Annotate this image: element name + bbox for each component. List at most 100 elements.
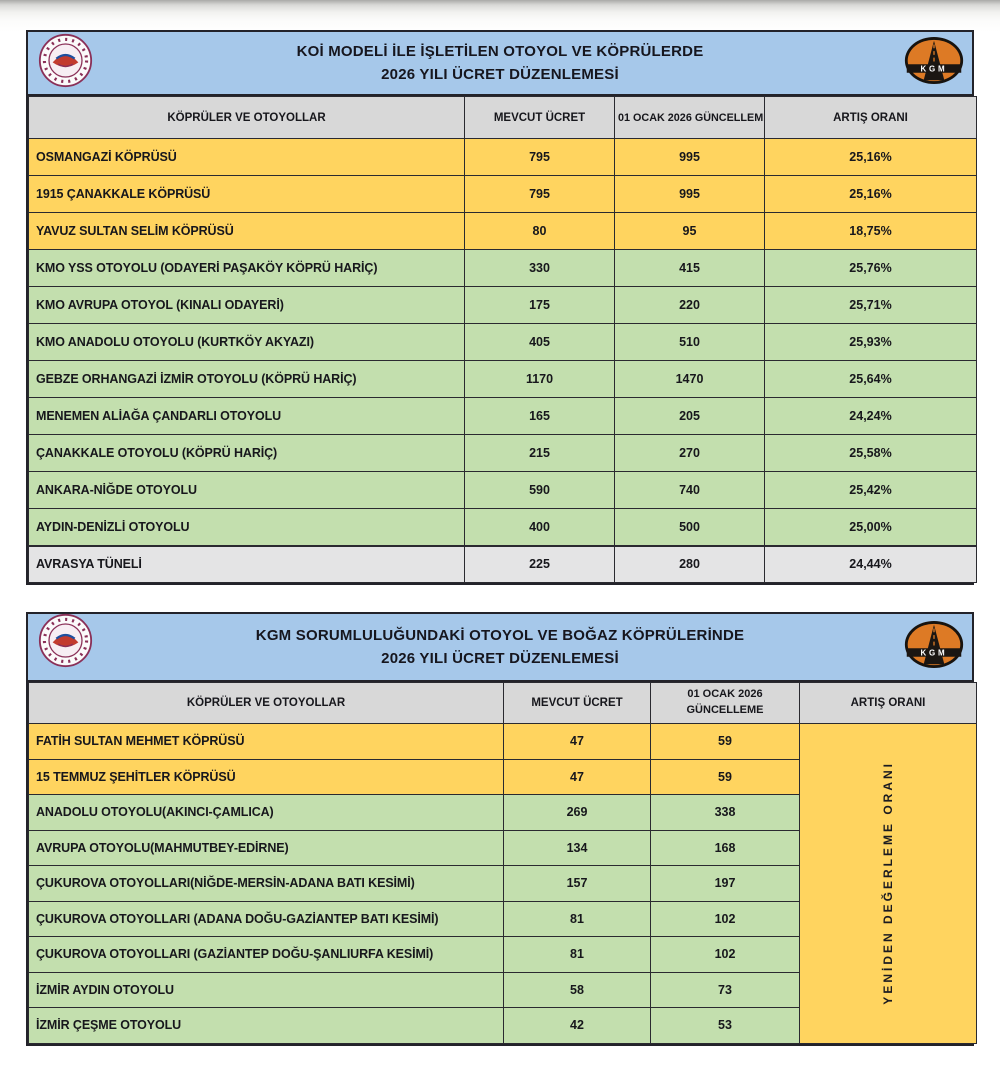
table-row: ÇUKUROVA OTOYOLLARI (GAZİANTEP DOĞU-ŞANL…	[28, 936, 977, 973]
table-row: GEBZE ORHANGAZİ İZMİR OTOYOLU (KÖPRÜ HAR…	[28, 360, 977, 398]
toll-road-name-cell: İZMİR AYDIN OTOYOLU	[28, 971, 504, 1008]
toll-road-name-cell: ÇUKUROVA OTOYOLLARI(NİĞDE-MERSİN-ADANA B…	[28, 865, 504, 902]
updated-fee-cell: 280	[614, 544, 765, 583]
table-row: İZMİR AYDIN OTOYOLU 58 73	[28, 971, 977, 1008]
table1-body: OSMANGAZİ KÖPRÜSÜ 795 995 25,16% 1915 ÇANAKK…	[28, 138, 977, 583]
updated-fee-cell: 205	[614, 397, 765, 435]
table-row: KMO YSS OTOYOLU (ODAYERİ PAŞAKÖY KÖPRÜ H…	[28, 249, 977, 287]
table1-title-line2: 2026 YILI ÜCRET DÜZENLEMESİ	[381, 66, 619, 83]
increase-rate-cell: 24,24%	[764, 397, 977, 435]
col-header-increase-rate: ARTIŞ ORANI	[764, 96, 977, 139]
col-header-roads: KÖPRÜLER VE OTOYOLLAR	[28, 96, 465, 139]
table-row: AVRASYA TÜNELİ 225 280 24,44%	[28, 544, 977, 583]
updated-fee-cell: 740	[614, 471, 765, 509]
col-header-roads: KÖPRÜLER VE OTOYOLLAR	[28, 682, 504, 724]
current-fee-cell: 134	[503, 829, 651, 866]
table-row: ANKARA-NİĞDE OTOYOLU 590 740 25,42%	[28, 471, 977, 509]
ministry-logo	[38, 33, 93, 93]
table2-title-band: KGM SORUMLULUĞUNDAKİ OTOYOL VE BOĞAZ KÖP…	[28, 613, 972, 682]
toll-road-name-cell: YAVUZ SULTAN SELİM KÖPRÜSÜ	[28, 212, 465, 250]
current-fee-cell: 269	[503, 794, 651, 831]
updated-fee-cell: 415	[614, 249, 765, 287]
updated-fee-cell: 95	[614, 212, 765, 250]
current-fee-cell: 157	[503, 865, 651, 902]
increase-rate-cell: 25,58%	[764, 434, 977, 472]
current-fee-cell: 42	[503, 1007, 651, 1044]
current-fee-cell: 175	[464, 286, 615, 324]
table-row: YAVUZ SULTAN SELİM KÖPRÜSÜ 80 95 18,75%	[28, 212, 977, 250]
toll-road-name-cell: MENEMEN ALİAĞA ÇANDARLI OTOYOLU	[28, 397, 465, 435]
updated-fee-cell: 102	[650, 936, 800, 973]
col-header-current-fee: MEVCUT ÜCRET	[464, 96, 615, 139]
updated-fee-cell: 338	[650, 794, 800, 831]
table2-body: FATİH SULTAN MEHMET KÖPRÜSÜ 47 59 YENİDEN D…	[28, 723, 977, 1044]
toll-road-name-cell: 15 TEMMUZ ŞEHİTLER KÖPRÜSÜ	[28, 758, 504, 795]
updated-fee-cell: 59	[650, 723, 800, 760]
increase-rate-cell: 25,16%	[764, 138, 977, 176]
current-fee-cell: 1170	[464, 360, 615, 398]
current-fee-cell: 225	[464, 544, 615, 583]
current-fee-cell: 795	[464, 175, 615, 213]
toll-road-name-cell: ANKARA-NİĞDE OTOYOLU	[28, 471, 465, 509]
table2-title: KGM SORUMLULUĞUNDAKİ OTOYOL VE BOĞAZ KÖP…	[256, 624, 744, 671]
col-header-current-fee: MEVCUT ÜCRET	[503, 682, 651, 724]
increase-rate-cell: 25,64%	[764, 360, 977, 398]
table-row: FATİH SULTAN MEHMET KÖPRÜSÜ 47 59 YENİDEN D…	[28, 723, 977, 1044]
ministry-logo	[38, 613, 93, 673]
table-row: OSMANGAZİ KÖPRÜSÜ 795 995 25,16%	[28, 138, 977, 176]
updated-fee-cell: 168	[650, 829, 800, 866]
table-row: ÇUKUROVA OTOYOLLARI (ADANA DOĞU-GAZİANTE…	[28, 900, 977, 937]
koi-model-table: KÖPRÜLER VE OTOYOLLAR MEVCUT ÜCRET 01 OC…	[28, 96, 977, 583]
increase-rate-cell: 25,76%	[764, 249, 977, 287]
current-fee-cell: 590	[464, 471, 615, 509]
table-row: 15 TEMMUZ ŞEHİTLER KÖPRÜSÜ 47 59	[28, 758, 977, 795]
table-row: KMO ANADOLU OTOYOLU (KURTKÖY AKYAZI) 405 5…	[28, 323, 977, 361]
table1-header-row: KÖPRÜLER VE OTOYOLLAR MEVCUT ÜCRET 01 OC…	[28, 96, 977, 139]
toll-road-name-cell: 1915 ÇANAKKALE KÖPRÜSÜ	[28, 175, 465, 213]
current-fee-cell: 165	[464, 397, 615, 435]
increase-rate-cell: 25,93%	[764, 323, 977, 361]
current-fee-cell: 330	[464, 249, 615, 287]
col-header-update-2026: 01 OCAK 2026 GÜNCELLEME	[650, 682, 800, 724]
revaluation-rate-merged-cell: YENİDEN DEĞERLEME ORANI	[799, 723, 977, 1044]
table-row: MENEMEN ALİAĞA ÇANDARLI OTOYOLU 165 205 24,…	[28, 397, 977, 435]
table2-title-line2: 2026 YILI ÜCRET DÜZENLEMESİ	[381, 650, 619, 667]
table-row: AVRUPA OTOYOLU(MAHMUTBEY-EDİRNE) 134 168	[28, 829, 977, 866]
increase-rate-cell: 25,71%	[764, 286, 977, 324]
updated-fee-cell: 197	[650, 865, 800, 902]
table-row: AYDIN-DENİZLİ OTOYOLU 400 500 25,00%	[28, 508, 977, 546]
kgm-table: KÖPRÜLER VE OTOYOLLAR MEVCUT ÜCRET 01 OC…	[28, 682, 977, 1044]
table1-title: KOİ MODELİ İLE İŞLETİLEN OTOYOL VE KÖPRÜ…	[297, 40, 704, 87]
toll-road-name-cell: İZMİR ÇEŞME OTOYOLU	[28, 1007, 504, 1044]
toll-road-name-cell: KMO YSS OTOYOLU (ODAYERİ PAŞAKÖY KÖPRÜ H…	[28, 249, 465, 287]
current-fee-cell: 58	[503, 971, 651, 1008]
updated-fee-cell: 53	[650, 1007, 800, 1044]
toll-road-name-cell: KMO AVRUPA OTOYOL (KINALI ODAYERİ)	[28, 286, 465, 324]
table2-header-row: KÖPRÜLER VE OTOYOLLAR MEVCUT ÜCRET 01 OC…	[28, 682, 977, 724]
updated-fee-cell: 73	[650, 971, 800, 1008]
current-fee-cell: 400	[464, 508, 615, 546]
updated-fee-cell: 220	[614, 286, 765, 324]
col-header-increase-rate: ARTIŞ ORANI	[799, 682, 977, 724]
table-row: İZMİR ÇEŞME OTOYOLU 42 53	[28, 1007, 977, 1044]
toll-road-name-cell: AVRUPA OTOYOLU(MAHMUTBEY-EDİRNE)	[28, 829, 504, 866]
kgm-logo-text: KGM	[920, 64, 947, 73]
kgm-table-section: KGM SORUMLULUĞUNDAKİ OTOYOL VE BOĞAZ KÖP…	[26, 612, 977, 1046]
increase-rate-cell: 25,00%	[764, 508, 977, 546]
toll-road-name-cell: GEBZE ORHANGAZİ İZMİR OTOYOLU (KÖPRÜ HAR…	[28, 360, 465, 398]
toll-road-name-cell: AYDIN-DENİZLİ OTOYOLU	[28, 508, 465, 546]
table1-title-band: KOİ MODELİ İLE İŞLETİLEN OTOYOL VE KÖPRÜ…	[28, 32, 972, 96]
current-fee-cell: 47	[503, 723, 651, 760]
toll-road-name-cell: ÇUKUROVA OTOYOLLARI (ADANA DOĞU-GAZİANTE…	[28, 900, 504, 937]
updated-fee-cell: 510	[614, 323, 765, 361]
updated-fee-cell: 102	[650, 900, 800, 937]
updated-fee-cell: 995	[614, 175, 765, 213]
kgm-logo-text: KGM	[920, 648, 947, 657]
toll-road-name-cell: ÇANAKKALE OTOYOLU (KÖPRÜ HARİÇ)	[28, 434, 465, 472]
current-fee-cell: 81	[503, 900, 651, 937]
updated-fee-cell: 1470	[614, 360, 765, 398]
current-fee-cell: 795	[464, 138, 615, 176]
current-fee-cell: 405	[464, 323, 615, 361]
revaluation-rate-label: YENİDEN DEĞERLEME ORANI	[881, 761, 895, 1006]
updated-fee-cell: 500	[614, 508, 765, 546]
